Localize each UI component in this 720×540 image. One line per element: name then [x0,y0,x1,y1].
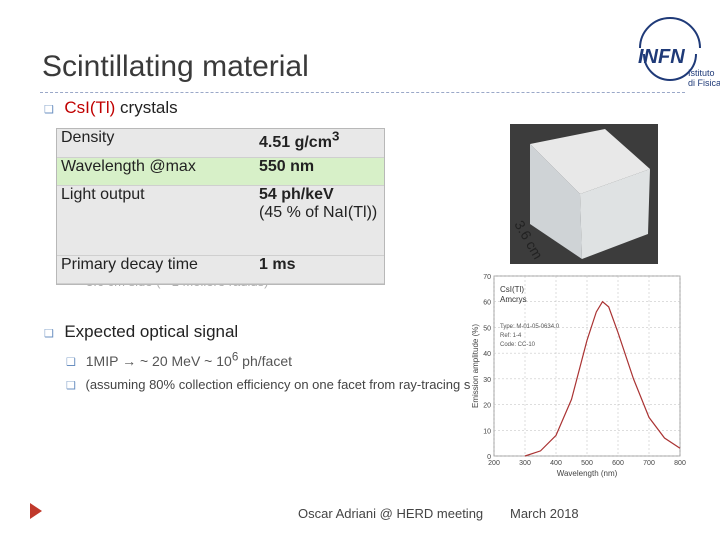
next-slide-arrow-icon[interactable] [30,503,42,519]
section-bullet-row: ❑ CsI(Tl) crystals [44,98,178,118]
y-tick-label: 30 [483,377,491,384]
emission-series-line [524,300,681,457]
legend-entry: CsI(Tl) [500,285,524,294]
property-name: Density [57,129,255,158]
x-tick-label: 200 [488,460,500,467]
y-tick-label: 20 [483,403,491,410]
y-tick-label: 10 [483,428,491,435]
legend-detail: Code: CC-10 [500,342,536,348]
table-row: Light output 54 ph/keV (45 % of NaI(Tl)) [57,185,384,256]
infn-logo-graphic: INFN Istituto di Fisica [638,17,720,88]
y-tick-label: 60 [483,300,491,307]
y-tick-label: 50 [483,325,491,332]
x-tick-label: 700 [643,460,655,467]
bullet-icon: ❑ [44,328,54,340]
property-value: 1 ms [255,255,384,284]
y-tick-label: 70 [483,274,491,281]
bullet-icon: ❑ [66,380,76,392]
property-name: Primary decay time [57,255,255,284]
emission-chart-svg: 0 10 20 30 40 50 60 70 200 300 400 500 600 700 800 Wave… [471,274,686,478]
slide-title: Scintillating material [42,50,309,83]
table-row: Wavelength @max 550 nm [57,157,384,186]
title-divider [40,92,685,93]
property-value: 550 nm [255,157,384,186]
infn-logo-text: INFN [638,46,685,68]
property-name: Light output [57,185,255,256]
bullet-icon: ❑ [66,356,76,369]
legend-detail: Type: M-01-05-0634.0 [500,324,560,330]
property-value: 4.51 g/cm3 [255,129,384,158]
y-tick-label: 0 [487,454,491,461]
y-tick-label: 40 [483,351,491,358]
x-tick-label: 500 [581,460,593,467]
x-tick-label: 600 [612,460,624,467]
property-value: 54 ph/keV (45 % of NaI(Tl)) [255,185,384,256]
x-axis-label: Wavelength (nm) [557,469,618,478]
x-tick-label: 400 [550,460,562,467]
section-prefix: CsI(Tl) [64,98,116,117]
section-suffix: crystals [115,98,178,117]
x-tick-label: 800 [674,460,686,467]
optical-item-1: ❑ 1MIP → ~ 20 MeV ~ 106 ph/facet [66,350,292,369]
y-axis-label: Emission amplitude (%) [471,324,480,408]
properties-table: Density 4.51 g/cm3 Wavelength @max 550 n… [56,128,385,285]
section-heading: CsI(Tl) crystals [64,98,177,117]
infn-logo-line3: di Fisica [688,78,720,88]
crystal-graphic: 3.6 cm [511,129,650,262]
emission-chart: 0 10 20 30 40 50 60 70 200 300 400 500 600 700 800 Wave… [470,270,688,482]
bullet-icon: ❑ [44,104,54,116]
crystal-photo: 3.6 cm [510,124,658,264]
property-name: Wavelength @max [57,157,255,186]
optical-heading-row: ❑ Expected optical signal [44,322,238,342]
footer-date: March 2018 [510,506,579,521]
legend-entry: Amcrys [500,295,527,304]
footer-author: Oscar Adriani @ HERD meeting [298,506,484,521]
legend-detail: Ref: 1-4 [500,333,522,339]
optical-heading: Expected optical signal [64,322,239,341]
x-tick-label: 300 [519,460,531,467]
table-row: Primary decay time 1 ms [57,255,384,284]
infn-logo: INFN Istituto di Fisica [628,8,720,88]
table-row: Density 4.51 g/cm3 [57,129,384,158]
infn-logo-line2: Istituto [688,68,715,78]
